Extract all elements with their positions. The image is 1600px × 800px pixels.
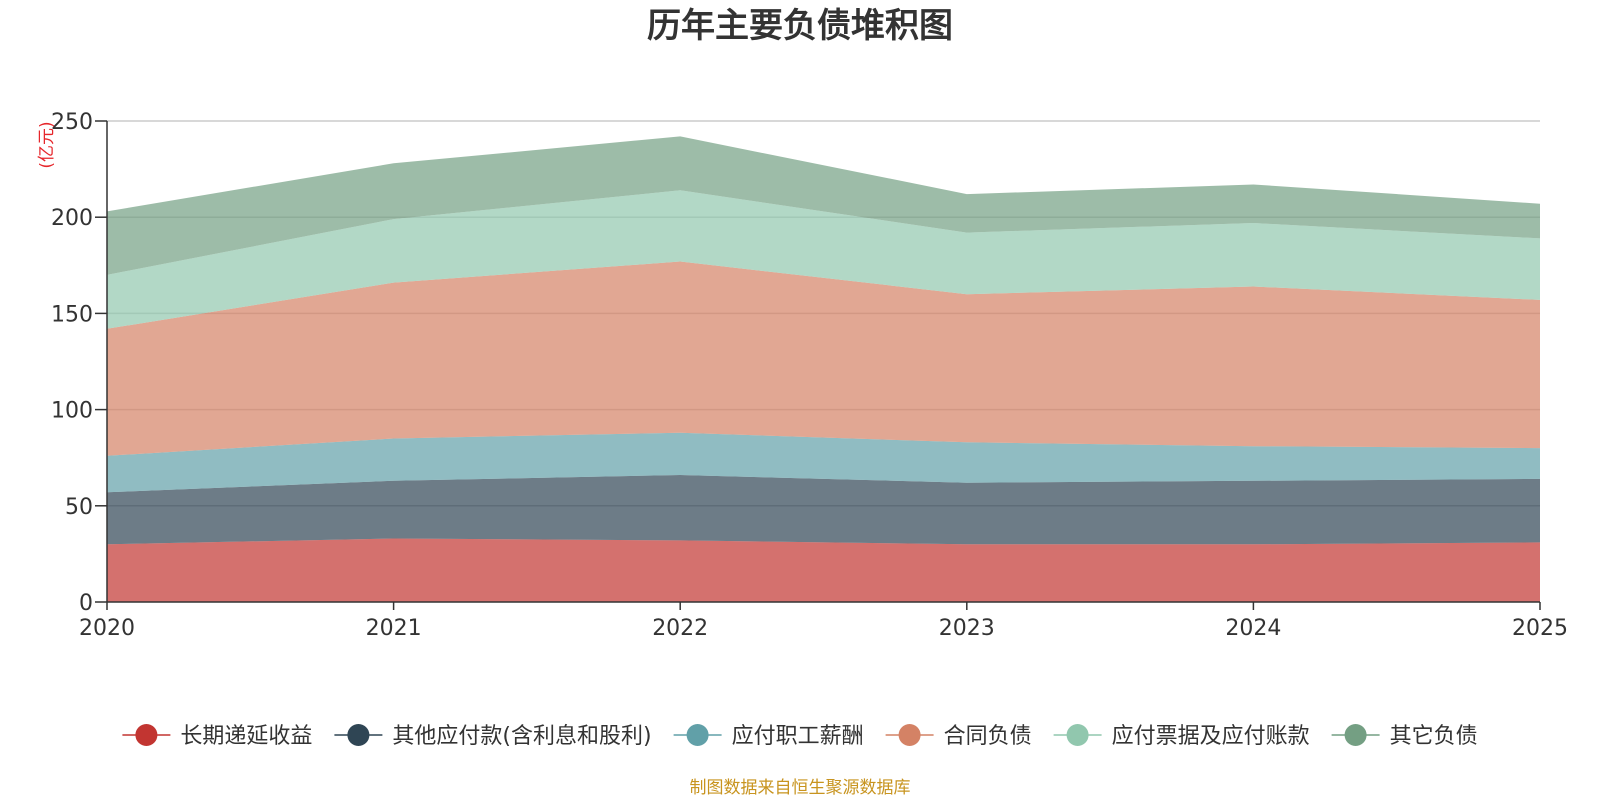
y-tick-label-50: 50: [65, 495, 93, 520]
axes: 0 50 100 150 200 250 2020 2021 2022 2023 2024 2025: [51, 110, 1568, 641]
area-series-3[interactable]: [107, 261, 1540, 456]
x-tick-label-2021: 2021: [366, 616, 422, 641]
x-tick-label-2025: 2025: [1512, 616, 1568, 641]
legend-label-5: 其它负债: [1390, 724, 1478, 749]
legend-marker-1: [347, 724, 370, 746]
legend-marker-2: [686, 724, 709, 746]
x-tick-label-2022: 2022: [652, 616, 708, 641]
x-tick-label-2024: 2024: [1225, 616, 1281, 641]
y-tick-label-100: 100: [51, 399, 93, 424]
area-series-2[interactable]: [107, 432, 1540, 493]
legend-label-4: 应付票据及应付账款: [1112, 724, 1310, 749]
legend-label-0: 长期递延收益: [180, 724, 312, 749]
y-tick-label-250: 250: [51, 110, 93, 135]
legend-item-5[interactable]: 其它负债: [1331, 724, 1478, 749]
legend-marker-0: [135, 724, 158, 746]
legend-marker-5: [1344, 724, 1367, 746]
area-series-0[interactable]: [107, 538, 1540, 603]
y-tick-label-200: 200: [51, 206, 93, 231]
area-series-4[interactable]: [107, 190, 1540, 329]
legend-marker-4: [1066, 724, 1089, 746]
area-series-1[interactable]: [107, 475, 1540, 545]
legend[interactable]: 长期递延收益 其他应付款(含利息和股利) 应付职工薪酬 合同负债 应付票据及应付账款 其它…: [122, 724, 1478, 749]
y-axis-unit-label: (亿元): [37, 121, 57, 168]
x-tick-label-2023: 2023: [939, 616, 995, 641]
x-tick-label-2020: 2020: [79, 616, 135, 641]
legend-label-1: 其他应付款(含利息和股利): [392, 724, 651, 749]
source-note: 制图数据来自恒生聚源数据库: [690, 778, 911, 798]
legend-marker-3: [898, 724, 921, 746]
legend-item-1[interactable]: 其他应付款(含利息和股利): [334, 724, 652, 749]
legend-item-4[interactable]: 应付票据及应付账款: [1053, 724, 1310, 749]
legend-label-3: 合同负债: [944, 724, 1032, 749]
y-tick-label-0: 0: [79, 591, 93, 616]
legend-label-2: 应付职工薪酬: [732, 724, 864, 749]
legend-item-0[interactable]: 长期递延收益: [122, 724, 312, 749]
chart-title: 历年主要负债堆积图: [647, 6, 953, 46]
area-layers: [107, 136, 1540, 602]
area-series-5[interactable]: [107, 136, 1540, 275]
y-tick-label-150: 150: [51, 302, 93, 327]
legend-item-3[interactable]: 合同负债: [885, 724, 1032, 749]
legend-item-2[interactable]: 应付职工薪酬: [673, 724, 864, 749]
